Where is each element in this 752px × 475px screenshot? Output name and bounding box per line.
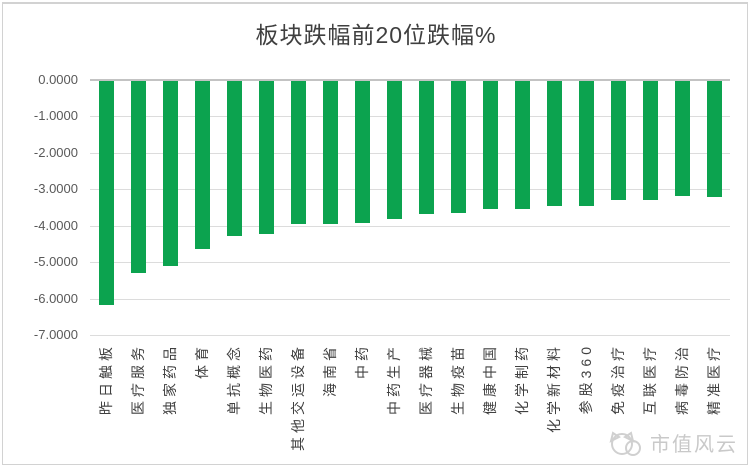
cat-logo-icon	[609, 430, 641, 456]
bar-化学制药	[514, 80, 530, 209]
gridline	[90, 189, 730, 191]
x-axis-category-label-text: 昨日触板	[98, 343, 114, 415]
bar-化学新材料	[546, 80, 562, 207]
chart-title: 板块跌幅前20位跌幅%	[255, 22, 497, 48]
bar-互联医疗	[642, 80, 658, 201]
bar-医疗服务	[130, 80, 146, 273]
bar-生物医药	[258, 80, 274, 235]
x-axis-category-label-text: 生物疫苗	[450, 343, 466, 415]
y-axis-tick-label: -5.0000	[33, 254, 78, 270]
y-axis-tick-label: -2.0000	[33, 144, 78, 160]
bar-参股360	[578, 80, 594, 207]
x-axis-category-label-text: 互联医疗	[642, 343, 658, 415]
gridline	[90, 152, 730, 154]
x-axis-category-label-text: 中药	[354, 343, 370, 379]
bar-中药	[354, 80, 370, 224]
zero-axis-line	[90, 79, 730, 81]
bar-独家药品	[162, 80, 178, 266]
x-axis-category-label-text: 参股360	[578, 343, 594, 415]
x-axis-category-label-text: 生物医药	[258, 343, 274, 415]
x-axis-category-label-text: 独家药品	[162, 343, 178, 415]
bar-其他交运设备	[290, 80, 306, 225]
bar-精准医疗	[706, 80, 722, 197]
gridline	[90, 262, 730, 264]
x-axis-category-label-text: 医疗器械	[418, 343, 434, 415]
x-axis-category-label-text: 精准医疗	[706, 343, 722, 415]
x-axis-category-label-text: 中药生产	[386, 343, 402, 415]
bar-体育	[194, 80, 210, 249]
x-axis-category-label-text: 海南省	[322, 343, 338, 397]
bar-昨日触板	[98, 80, 114, 306]
watermark-text: 市值风云	[650, 434, 738, 456]
x-axis-category-label-text: 医疗服务	[130, 343, 146, 415]
x-axis-category-label-text: 单抗概念	[226, 343, 242, 415]
watermark: 市值风云	[608, 428, 738, 457]
gridline	[90, 225, 730, 227]
x-axis-category-label-text: 健康中国	[482, 343, 498, 415]
y-axis-tick-label: -4.0000	[33, 217, 78, 233]
gridline	[90, 116, 730, 118]
x-axis-category-label-text: 免疫治疗	[610, 343, 626, 415]
bar-病毒防治	[674, 80, 690, 196]
gridline	[90, 298, 730, 300]
y-axis-tick-label: -6.0000	[33, 290, 78, 306]
bar-中药生产	[386, 80, 402, 220]
gridline	[90, 335, 730, 336]
bar-单抗概念	[226, 80, 242, 236]
bar-健康中国	[482, 80, 498, 210]
x-axis-category-label-text: 化学新材料	[546, 343, 562, 433]
x-axis-category-label-text: 病毒防治	[674, 343, 690, 415]
x-axis-category-label-text: 其他交运设备	[290, 343, 306, 451]
y-axis-tick-label: 0.0000	[38, 72, 78, 87]
x-axis-category-label-text: 化学制药	[514, 343, 530, 415]
bar-生物疫苗	[450, 80, 466, 214]
y-axis-tick-label: -1.0000	[33, 108, 78, 124]
bar-免疫治疗	[610, 80, 626, 201]
y-axis-tick-label: -7.0000	[33, 327, 78, 342]
bar-医疗器械	[418, 80, 434, 215]
bar-海南省	[322, 80, 338, 225]
x-axis-category-label-text: 体育	[194, 343, 210, 379]
y-axis-tick-label: -3.0000	[33, 181, 78, 197]
